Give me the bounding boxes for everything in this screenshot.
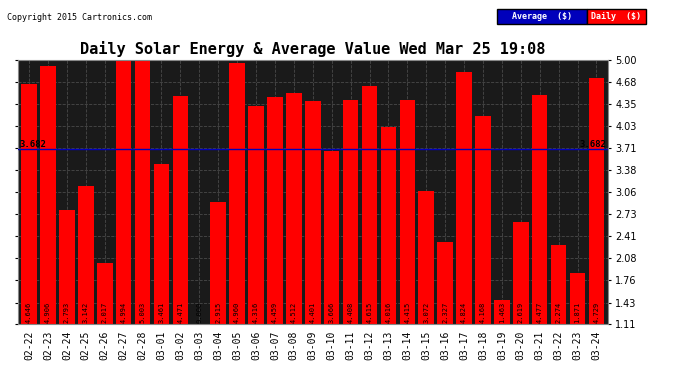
Text: 3.682: 3.682 <box>579 141 606 150</box>
Bar <box>229 63 245 324</box>
Bar <box>59 210 75 324</box>
Text: 2.274: 2.274 <box>555 302 562 323</box>
Bar <box>419 191 434 324</box>
Bar <box>21 84 37 324</box>
Bar <box>437 242 453 324</box>
Bar <box>324 150 339 324</box>
Bar <box>551 245 566 324</box>
Text: 4.016: 4.016 <box>386 302 391 323</box>
Bar <box>248 106 264 324</box>
Bar <box>135 60 150 324</box>
Text: 4.471: 4.471 <box>177 302 184 323</box>
Text: 4.615: 4.615 <box>366 302 373 323</box>
Text: 3.072: 3.072 <box>423 302 429 323</box>
Text: 4.824: 4.824 <box>461 302 467 323</box>
Text: 2.619: 2.619 <box>518 302 524 323</box>
Bar <box>343 100 358 324</box>
Text: Average  ($): Average ($) <box>512 12 572 21</box>
Text: 4.408: 4.408 <box>348 302 353 323</box>
Bar <box>78 186 94 324</box>
Text: 4.415: 4.415 <box>404 302 411 323</box>
Text: 4.906: 4.906 <box>45 302 51 323</box>
Text: 5.003: 5.003 <box>139 302 146 323</box>
Text: 4.168: 4.168 <box>480 302 486 323</box>
Bar <box>381 127 396 324</box>
Bar <box>305 100 321 324</box>
Text: 1.871: 1.871 <box>575 302 580 323</box>
Bar <box>210 202 226 324</box>
Text: 3.142: 3.142 <box>83 302 89 323</box>
Text: 2.915: 2.915 <box>215 302 221 323</box>
Bar <box>97 262 112 324</box>
Text: 1.463: 1.463 <box>499 302 505 323</box>
Text: 2.327: 2.327 <box>442 302 448 323</box>
Text: 4.646: 4.646 <box>26 302 32 323</box>
Text: 4.459: 4.459 <box>272 302 278 323</box>
Text: 4.512: 4.512 <box>291 302 297 323</box>
Bar <box>456 72 472 324</box>
Text: 4.316: 4.316 <box>253 302 259 323</box>
Text: 0.000: 0.000 <box>197 302 202 323</box>
Text: Copyright 2015 Cartronics.com: Copyright 2015 Cartronics.com <box>7 13 152 22</box>
Text: 4.477: 4.477 <box>537 302 543 323</box>
Bar <box>172 96 188 324</box>
Bar <box>116 60 131 324</box>
Bar <box>267 97 283 324</box>
Text: 2.017: 2.017 <box>101 302 108 323</box>
Bar <box>40 66 56 324</box>
Text: 3.461: 3.461 <box>159 302 164 323</box>
Text: 2.793: 2.793 <box>64 302 70 323</box>
Bar <box>494 300 510 324</box>
Bar <box>513 222 529 324</box>
Text: 3.666: 3.666 <box>328 302 335 323</box>
Title: Daily Solar Energy & Average Value Wed Mar 25 19:08: Daily Solar Energy & Average Value Wed M… <box>80 41 546 57</box>
Text: 4.994: 4.994 <box>121 302 127 323</box>
Text: 4.960: 4.960 <box>234 302 240 323</box>
Bar <box>154 165 169 324</box>
Bar <box>286 93 302 324</box>
Text: 4.729: 4.729 <box>593 302 600 323</box>
Text: 4.401: 4.401 <box>310 302 316 323</box>
Bar <box>570 273 585 324</box>
Text: 3.682: 3.682 <box>20 141 46 150</box>
Text: Daily  ($): Daily ($) <box>591 12 642 21</box>
Bar <box>475 116 491 324</box>
Bar <box>400 100 415 324</box>
Bar <box>589 78 604 324</box>
Bar <box>362 86 377 324</box>
Bar <box>532 95 547 324</box>
